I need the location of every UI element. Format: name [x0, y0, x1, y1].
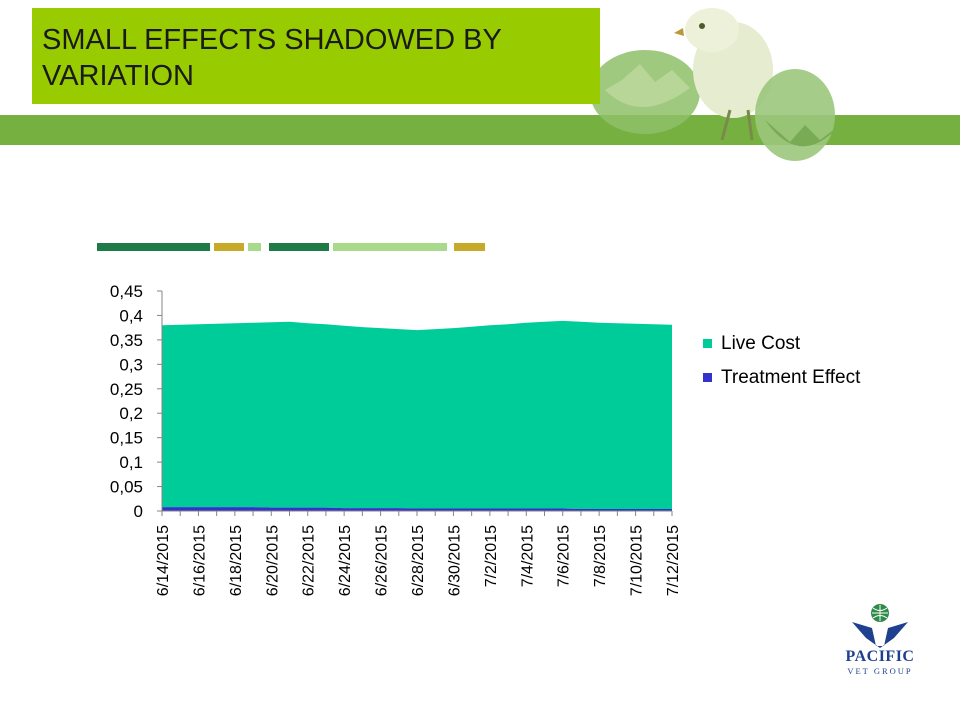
x-tick-label: 6/24/2015	[337, 525, 354, 596]
y-tick-label: 0,15	[110, 429, 143, 448]
deco-segment	[454, 243, 485, 251]
legend-swatch	[703, 339, 712, 348]
y-tick-label: 0	[134, 502, 143, 521]
y-tick-label: 0,35	[110, 331, 143, 350]
x-tick-label: 7/12/2015	[665, 525, 682, 596]
chick-illustration	[590, 8, 840, 161]
y-tick-label: 0,4	[119, 306, 143, 325]
slide-title: SMALL EFFECTS SHADOWED BY VARIATION	[42, 24, 502, 92]
x-tick-label: 6/22/2015	[301, 525, 318, 596]
deco-segment	[248, 243, 261, 251]
x-tick-label: 6/26/2015	[374, 525, 391, 596]
x-tick-label: 6/28/2015	[410, 525, 427, 596]
legend-swatch	[703, 373, 712, 382]
pacific-vet-group-logo: PACIFIC VET GROUP	[832, 598, 928, 690]
legend-label: Treatment Effect	[721, 367, 861, 388]
x-tick-label: 7/2/2015	[483, 525, 500, 587]
deco-segment	[333, 243, 447, 251]
y-tick-label: 0,1	[119, 453, 143, 472]
x-tick-label: 7/10/2015	[629, 525, 646, 596]
title-box	[32, 8, 600, 104]
deco-segment	[214, 243, 244, 251]
y-tick-label: 0,45	[110, 282, 143, 301]
x-tick-label: 7/6/2015	[556, 525, 573, 587]
series-area-treatment-effect	[162, 507, 672, 511]
x-tick-label: 7/8/2015	[592, 525, 609, 587]
x-tick-label: 6/18/2015	[228, 525, 245, 596]
x-tick-label: 6/20/2015	[264, 525, 281, 596]
x-tick-label: 7/4/2015	[519, 525, 536, 587]
x-tick-label: 6/16/2015	[191, 525, 208, 596]
deco-segment	[97, 243, 210, 251]
y-tick-label: 0,25	[110, 380, 143, 399]
logo-wordmark: PACIFIC	[845, 648, 915, 665]
x-tick-label: 6/30/2015	[446, 525, 463, 596]
y-tick-label: 0,05	[110, 478, 143, 497]
legend-label: Live Cost	[721, 333, 801, 354]
logo-figure-icon	[852, 604, 908, 648]
y-tick-label: 0,3	[119, 355, 143, 374]
x-tick-label: 6/14/2015	[155, 525, 172, 596]
series-area-live-cost	[162, 320, 672, 510]
deco-segment	[269, 243, 329, 251]
decorative-bar	[97, 243, 485, 251]
area-chart: 0 0,05 0,1 0,15 0,2 0,25 0,3 0,35 0,4 0,45 6/14/20…	[110, 282, 861, 596]
logo-subtitle: VET GROUP	[847, 666, 913, 676]
y-tick-label: 0,2	[119, 404, 143, 423]
